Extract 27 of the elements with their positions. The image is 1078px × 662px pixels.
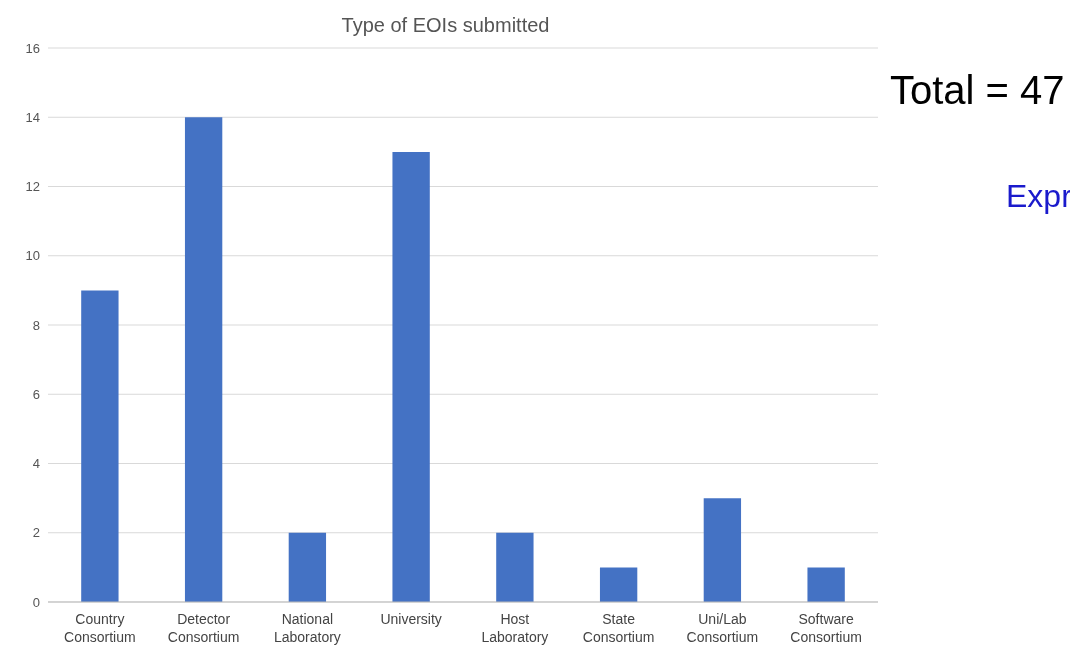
bar xyxy=(81,290,119,602)
text: Total = 47 xyxy=(890,68,1065,113)
y-tick-label: 6 xyxy=(32,386,40,402)
bar xyxy=(807,567,845,602)
x-tick-label: Software Consortium xyxy=(790,611,862,645)
y-tick-label: 0 xyxy=(32,594,40,610)
x-tick-label: National Laboratory xyxy=(273,611,341,645)
bar xyxy=(703,498,742,602)
y-tick-label: 12 xyxy=(25,179,40,195)
y-tick-label: 2 xyxy=(32,525,40,541)
bar xyxy=(496,532,534,602)
x-tick-label: Host Laboratory xyxy=(481,611,549,645)
y-tick-label: 14 xyxy=(25,109,40,125)
y-tick-label: 10 xyxy=(25,248,40,264)
y-tick-label: 8 xyxy=(32,317,40,333)
x-tick-label: University xyxy=(380,611,442,627)
bar xyxy=(392,151,430,602)
x-tick-label: Uni/Lab Consortium xyxy=(686,611,759,645)
y-tick-label: 4 xyxy=(32,456,40,472)
bar xyxy=(288,532,327,602)
y-tick-label: 16 xyxy=(25,40,40,56)
x-tick-label: Detector Consortium xyxy=(167,611,240,645)
bar xyxy=(184,117,223,602)
chart-title: Type of EOIs submitted xyxy=(340,14,551,37)
x-tick-label: Country Consortium xyxy=(64,611,136,645)
x-tick-label: State Consortium xyxy=(582,611,655,645)
bar xyxy=(599,567,638,602)
